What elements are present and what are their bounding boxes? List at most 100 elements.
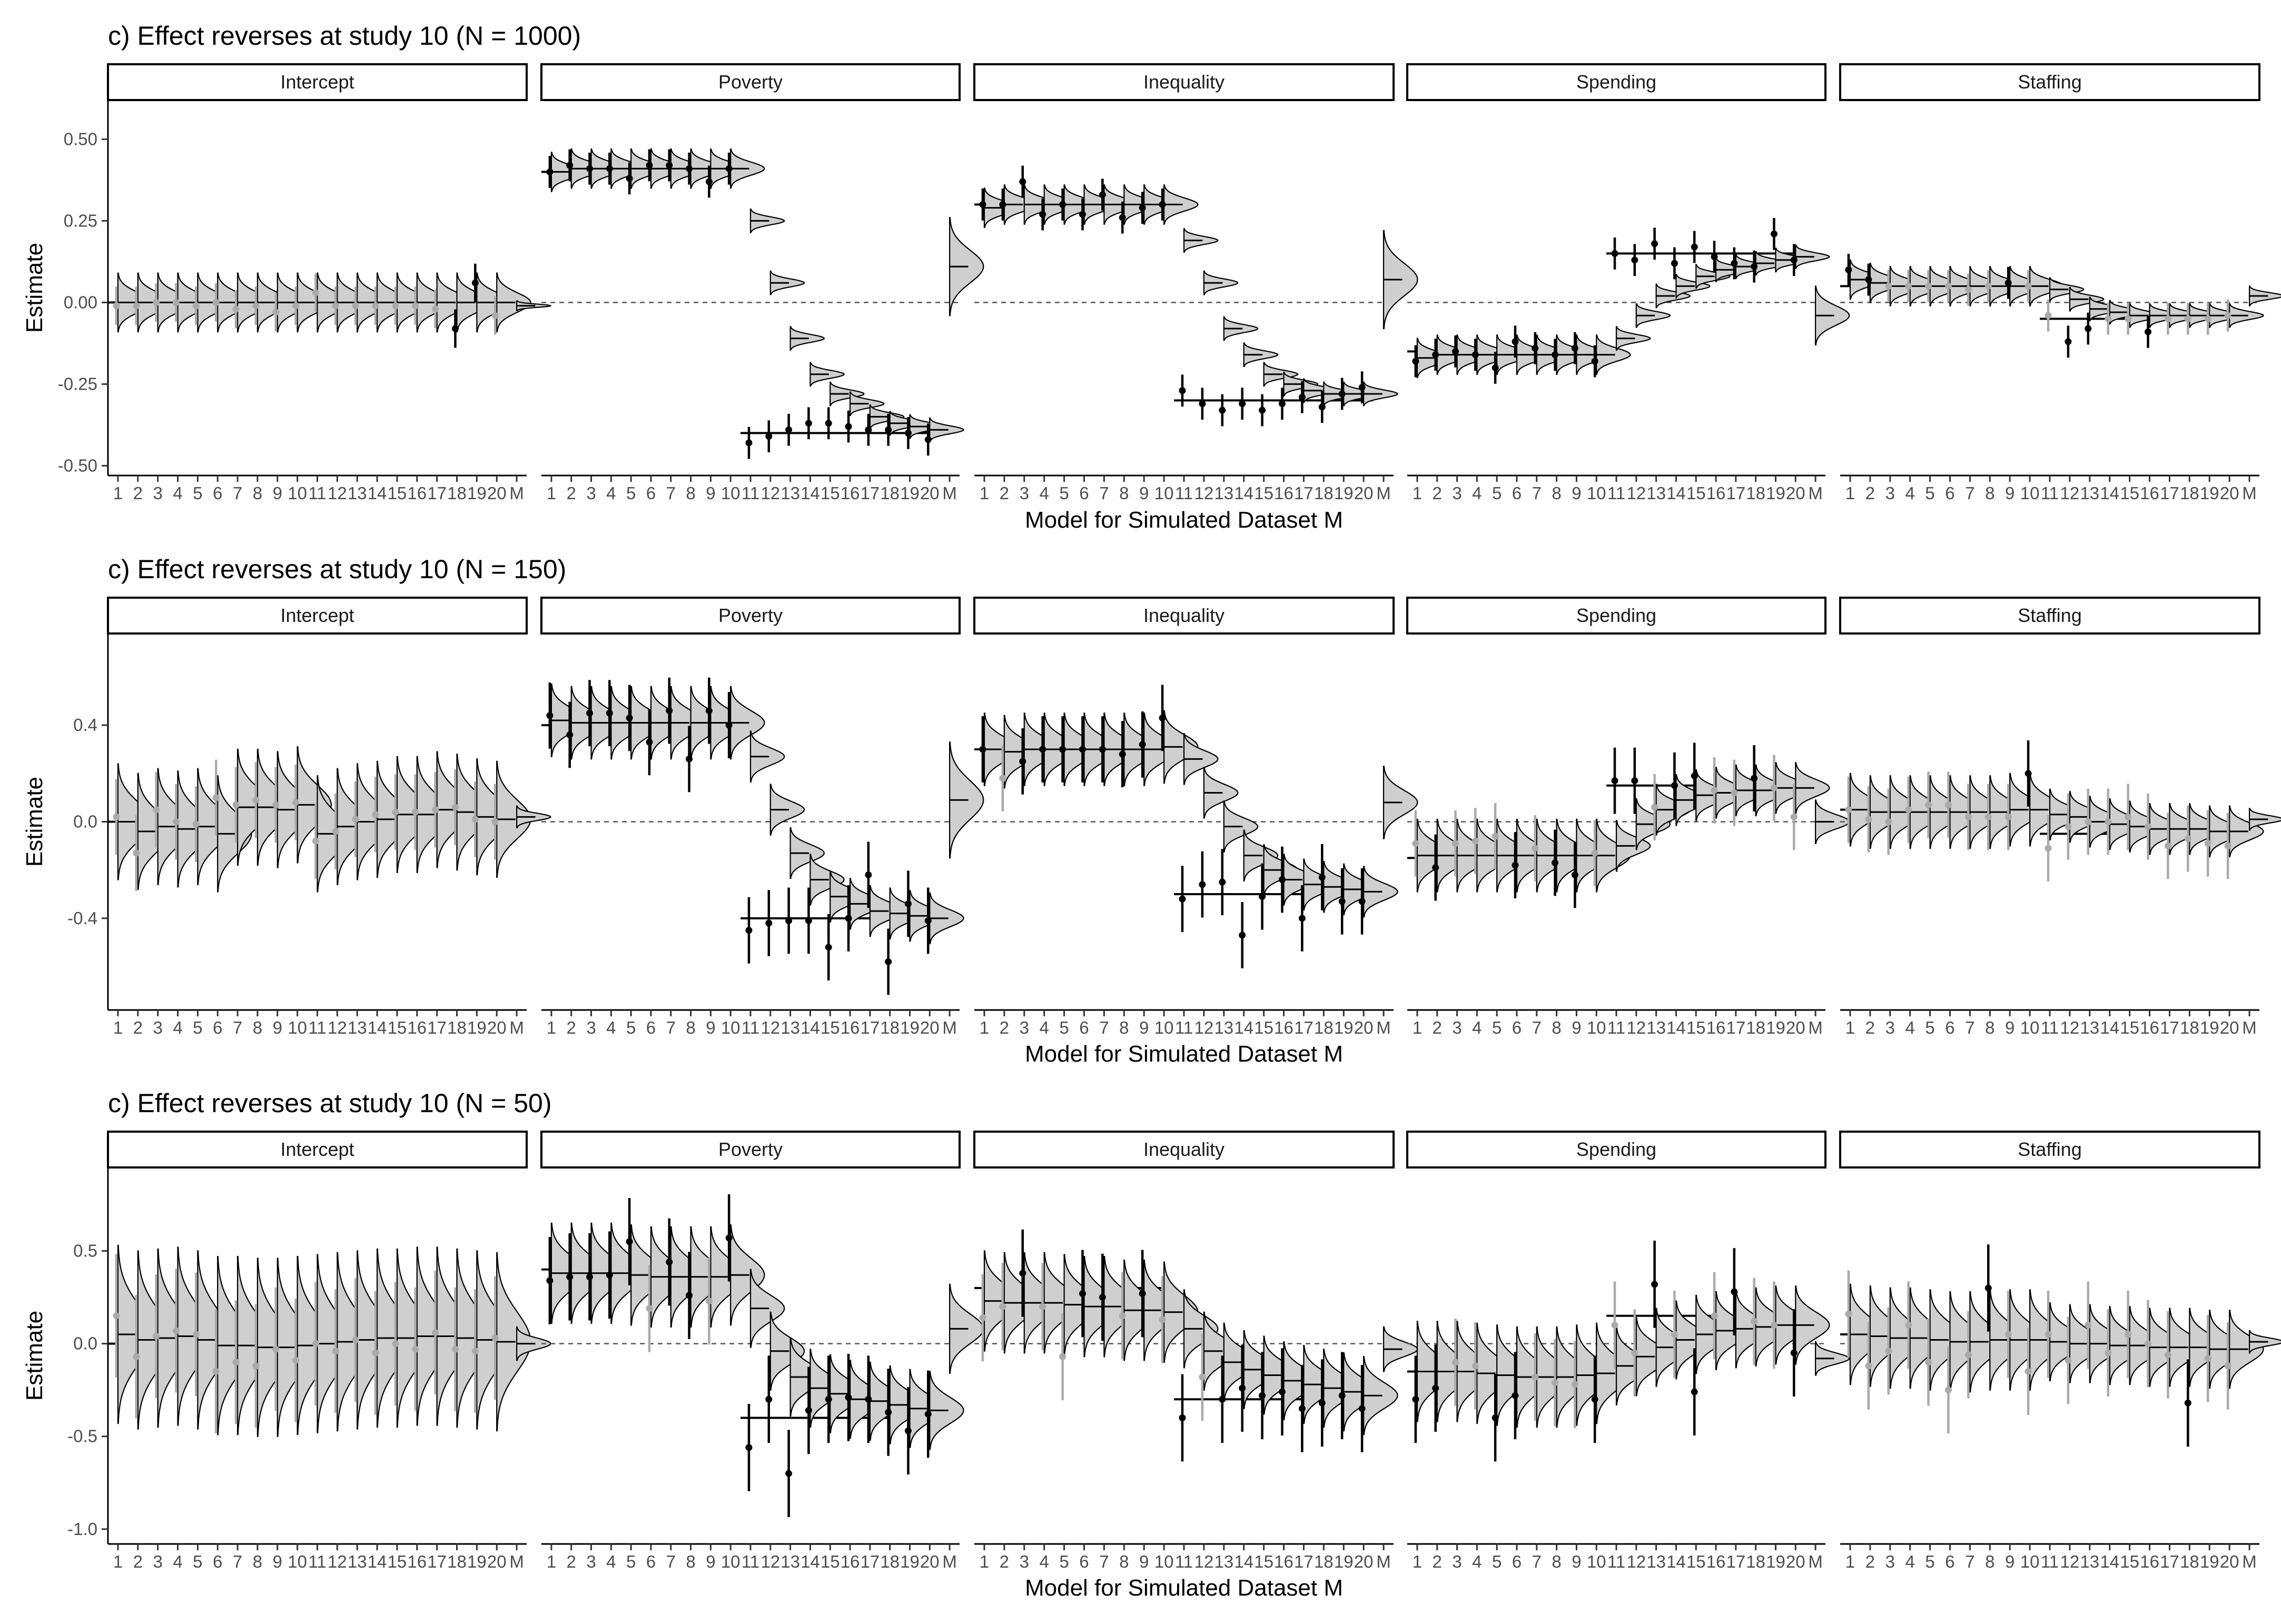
x-tick-label: 17 — [1726, 483, 1745, 503]
x-tick-label: 8 — [253, 483, 262, 503]
estimate-point — [1278, 1388, 1286, 1395]
y-tick-label: -1.0 — [67, 1519, 97, 1539]
x-tick-label: 15 — [388, 1018, 407, 1037]
x-tick-label: 4 — [1039, 1552, 1049, 1571]
x-tick-label: 9 — [273, 1552, 282, 1571]
x-tick-label: 19 — [1766, 1018, 1785, 1037]
estimate-point — [885, 426, 892, 433]
x-tick-label: 18 — [2180, 483, 2199, 503]
x-tick-label: 7 — [666, 1552, 676, 1571]
x-tick-label: 12 — [1626, 1552, 1646, 1571]
estimate-point — [999, 201, 1006, 208]
estimate-point — [745, 1444, 753, 1451]
x-tick-label: 12 — [328, 1552, 347, 1571]
x-tick-label: 12 — [1194, 483, 1214, 503]
x-tick-label: 18 — [1746, 1552, 1765, 1571]
x-tick-label: 12 — [2060, 1018, 2080, 1037]
x-tick-label: 15 — [1254, 1552, 1273, 1571]
x-tick-label: 13 — [1214, 1018, 1233, 1037]
x-tick-label: 5 — [1492, 483, 1502, 503]
x-tick-label: M — [942, 483, 957, 503]
x-tick-label: 9 — [2005, 483, 2015, 503]
x-tick-label: 18 — [447, 1018, 467, 1037]
estimate-point — [232, 801, 240, 808]
estimate-point — [1964, 286, 1972, 293]
x-tick-label: 8 — [1985, 483, 1994, 503]
estimate-point — [133, 1353, 140, 1360]
estimate-point — [252, 1362, 260, 1370]
x-tick-label: 6 — [1079, 483, 1089, 503]
x-tick-label: 18 — [880, 1018, 900, 1037]
estimate-point — [1492, 364, 1499, 371]
chart-row-1: c) Effect reverses at study 10 (N = 1000… — [22, 21, 2281, 533]
x-tick-label: 1 — [547, 1552, 556, 1571]
x-tick-label: 4 — [606, 1552, 616, 1571]
x-tick-label: 14 — [2100, 1552, 2119, 1571]
estimate-point — [2204, 840, 2211, 847]
estimate-point — [1532, 845, 1539, 852]
x-tick-label: 15 — [821, 483, 840, 503]
x-tick-label: 20 — [1786, 1018, 1805, 1037]
facet-strip — [973, 597, 1395, 635]
estimate-point — [1358, 384, 1366, 391]
x-axis-title: Model for Simulated Dataset M — [1025, 1041, 1343, 1067]
facet-strip — [540, 597, 961, 635]
facet-strip-label: Inequality — [1143, 71, 1225, 93]
estimate-point — [352, 816, 359, 823]
x-tick-label: 17 — [2160, 1552, 2179, 1571]
x-tick-label: 20 — [920, 1018, 940, 1037]
x-tick-label: 13 — [1646, 483, 1666, 503]
x-tick-label: 4 — [1472, 483, 1482, 503]
x-tick-label: 8 — [253, 1018, 262, 1037]
x-tick-label: 1 — [547, 1018, 556, 1037]
x-tick-label: 12 — [328, 483, 347, 503]
estimate-point — [1512, 338, 1519, 345]
x-tick-label: 20 — [1354, 1552, 1374, 1571]
x-tick-label: 9 — [2005, 1018, 2015, 1037]
x-tick-label: 4 — [1472, 1552, 1482, 1571]
estimate-point — [745, 439, 753, 447]
x-tick-label: 2 — [133, 483, 143, 503]
x-tick-label: 10 — [1587, 1552, 1606, 1571]
estimate-point — [646, 1305, 653, 1312]
x-tick-label: M — [2242, 1018, 2257, 1037]
x-tick-label: 20 — [920, 1552, 940, 1571]
x-tick-label: 16 — [841, 1018, 860, 1037]
x-tick-label: 12 — [328, 1018, 347, 1037]
facet-strip-label: Spending — [1576, 1138, 1656, 1160]
x-tick-label: 6 — [1512, 1018, 1522, 1037]
estimate-point — [1691, 772, 1698, 779]
estimate-point — [1338, 898, 1346, 905]
x-tick-label: 6 — [1945, 483, 1954, 503]
x-tick-label: 17 — [1294, 1552, 1314, 1571]
estimate-point — [491, 818, 499, 825]
facet-strip — [1406, 63, 1826, 101]
estimate-point — [252, 796, 260, 804]
facet-strip — [107, 1131, 528, 1169]
x-tick-label: 17 — [1726, 1018, 1745, 1037]
estimate-point — [332, 302, 339, 310]
x-tick-label: 17 — [860, 1018, 880, 1037]
y-axis-title: Estimate — [22, 1311, 47, 1401]
x-tick-label: M — [1808, 1018, 1823, 1037]
x-tick-label: 1 — [1413, 1552, 1422, 1571]
x-tick-label: 8 — [1119, 483, 1129, 503]
estimate-point — [2085, 325, 2092, 332]
x-tick-label: 15 — [388, 1552, 407, 1571]
estimate-point — [1318, 403, 1326, 411]
estimate-point — [1451, 348, 1459, 355]
x-tick-label: 11 — [742, 483, 759, 503]
estimate-point — [312, 1340, 319, 1348]
x-tick-label: 6 — [1512, 1552, 1522, 1571]
estimate-point — [1591, 1395, 1598, 1403]
estimate-point — [586, 1273, 593, 1281]
x-tick-label: 15 — [1686, 1552, 1706, 1571]
estimate-point — [1651, 1281, 1658, 1288]
estimate-point — [312, 837, 319, 845]
estimate-point — [646, 162, 653, 169]
x-tick-label: 2 — [1865, 1552, 1875, 1571]
x-tick-label: 14 — [368, 1018, 387, 1037]
chart-row-2: c) Effect reverses at study 10 (N = 150)… — [22, 554, 2281, 1067]
